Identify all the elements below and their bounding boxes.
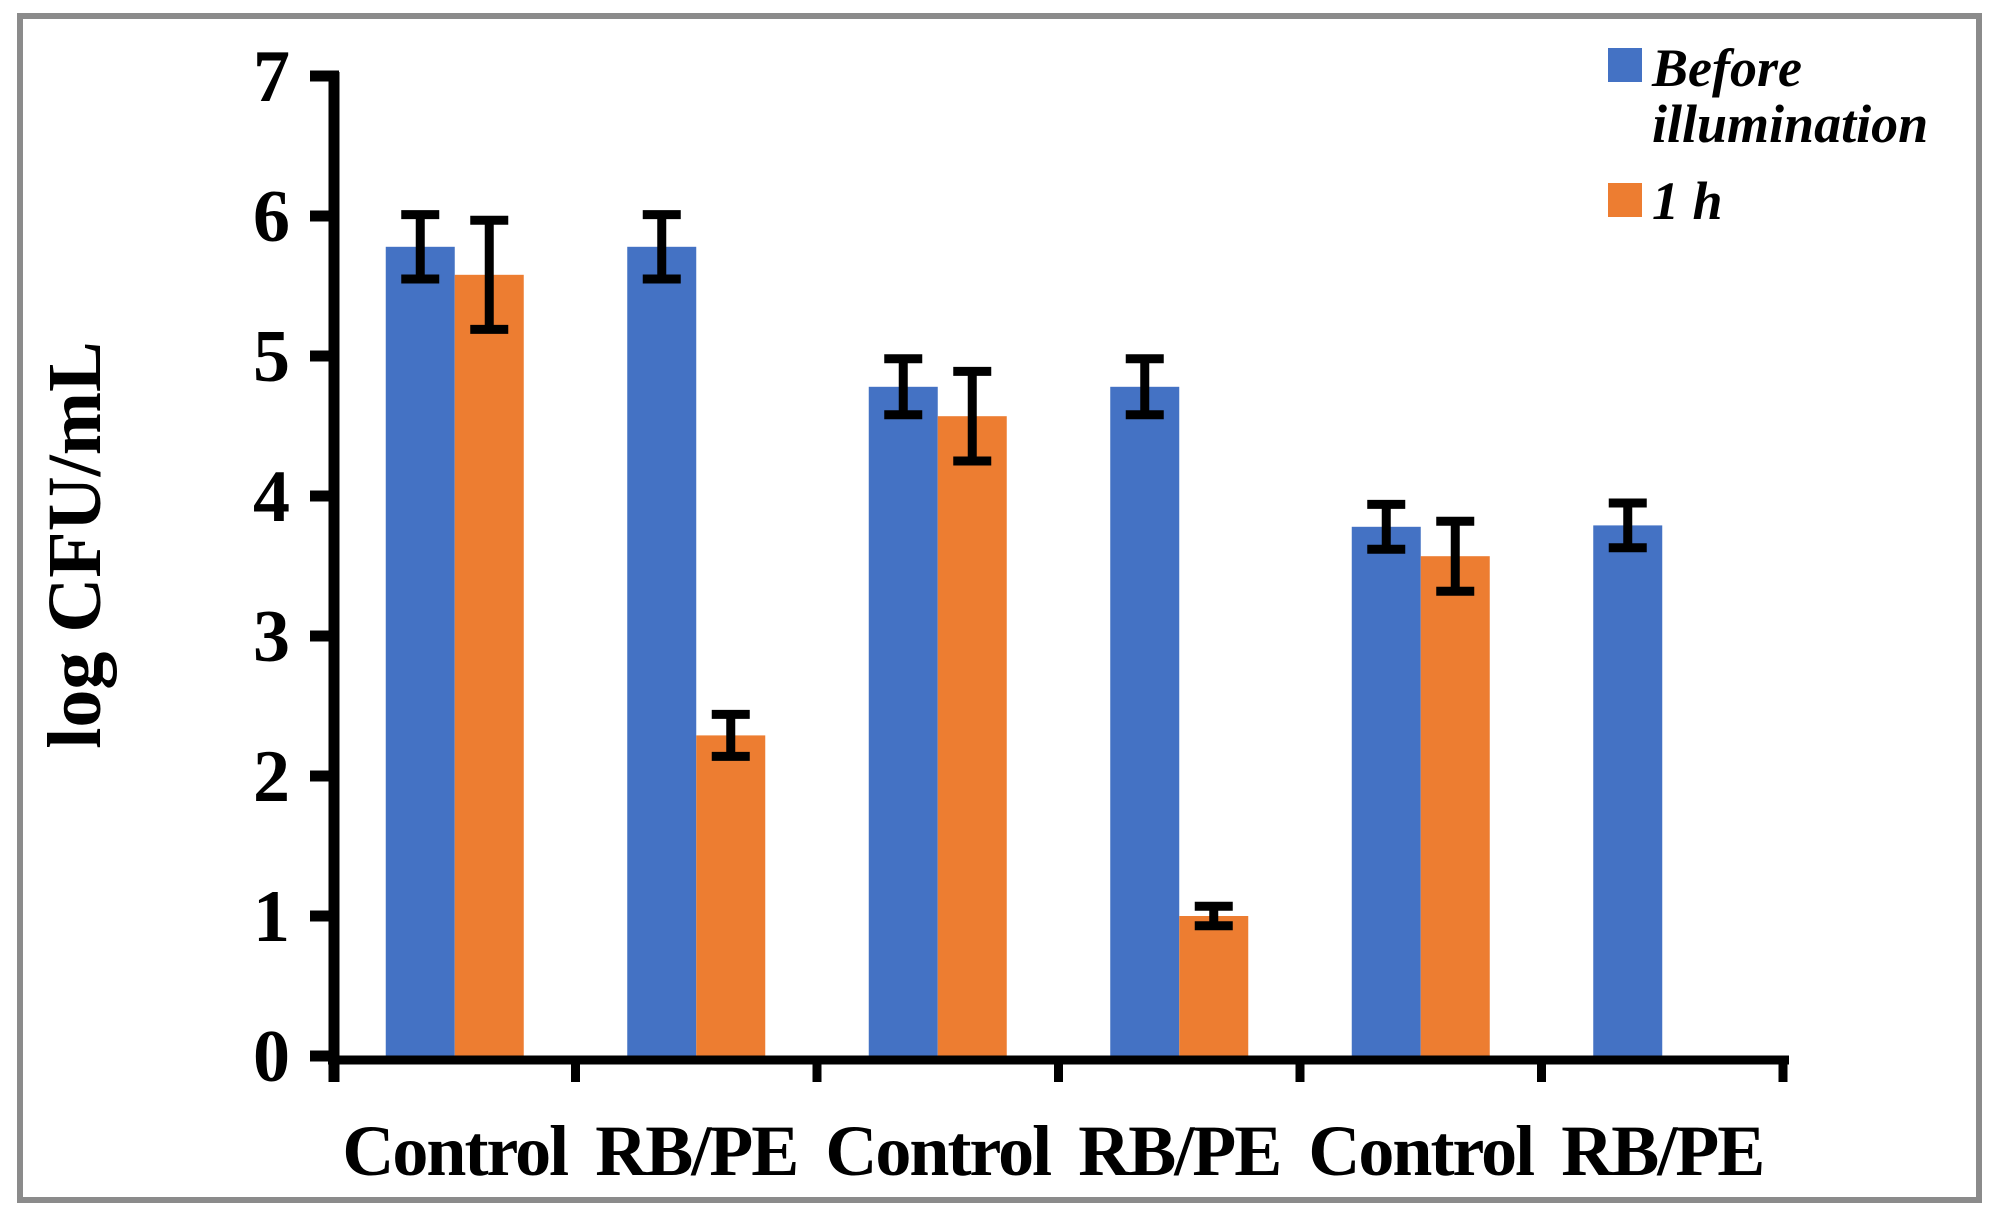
x-category-label: Control bbox=[1308, 1111, 1534, 1191]
legend-swatch-2 bbox=[1608, 183, 1642, 217]
x-category-label: RB/PE bbox=[1561, 1111, 1763, 1191]
bar-series1-cat5 bbox=[1351, 526, 1421, 1058]
x-category-label: Control bbox=[825, 1111, 1051, 1191]
y-tick-label: 4 bbox=[253, 456, 290, 538]
legend-label-1: illumination bbox=[1652, 94, 1928, 154]
bar-series2-cat4 bbox=[1179, 916, 1249, 1058]
axes-group bbox=[328, 72, 1789, 1082]
x-category-label: RB/PE bbox=[1078, 1111, 1280, 1191]
bar-series1-cat3 bbox=[868, 386, 938, 1058]
legend-label-2: 1 h bbox=[1652, 171, 1723, 231]
x-category-labels: Control RB/PE Control RB/PE Control RB/PE bbox=[342, 1111, 1765, 1191]
bar-series2-cat3 bbox=[937, 416, 1007, 1058]
x-category-label: RB/PE bbox=[595, 1111, 797, 1191]
legend-label-1: Before bbox=[1651, 38, 1802, 98]
bar-series1-cat4 bbox=[1110, 386, 1180, 1058]
y-tick-label: 1 bbox=[253, 876, 290, 958]
y-tick-label: 0 bbox=[253, 1016, 290, 1098]
x-category-label: Control bbox=[342, 1111, 568, 1191]
bar-series1-cat1 bbox=[385, 246, 455, 1059]
y-tick-labels: 0 1 2 3 4 5 6 7 bbox=[253, 36, 290, 1098]
y-tick-label: 6 bbox=[253, 176, 290, 258]
y-ticks-group bbox=[310, 70, 339, 1062]
error-bars-group bbox=[401, 210, 1647, 931]
bar-series1-cat6 bbox=[1593, 525, 1663, 1058]
y-tick-label: 3 bbox=[253, 596, 290, 678]
bar-series2-cat2 bbox=[696, 735, 766, 1058]
x-ticks-group bbox=[571, 1060, 1788, 1082]
bar-series2-cat5 bbox=[1420, 556, 1490, 1058]
bar-series2-cat1 bbox=[454, 274, 524, 1058]
figure-border bbox=[17, 13, 1982, 1203]
figure-border-rect bbox=[17, 13, 1982, 1203]
bar-series1-cat2 bbox=[627, 246, 697, 1059]
legend-swatch-1 bbox=[1608, 48, 1642, 82]
bars-group bbox=[385, 246, 1663, 1059]
y-tick-label: 5 bbox=[253, 316, 290, 398]
y-tick-label: 7 bbox=[253, 36, 290, 118]
y-tick-label: 2 bbox=[253, 736, 290, 818]
y-axis-title: log CFU/mL bbox=[33, 341, 117, 748]
